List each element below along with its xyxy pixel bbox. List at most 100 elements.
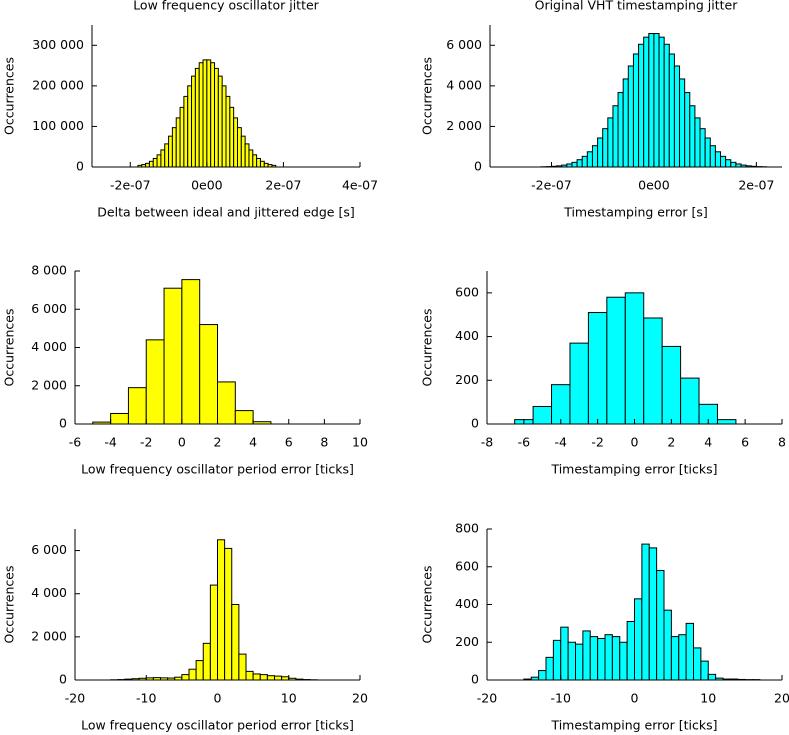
bar — [210, 62, 216, 168]
bar — [627, 65, 634, 168]
bar — [634, 598, 643, 681]
bar — [148, 160, 154, 168]
bar — [661, 345, 682, 425]
y-tick-label: 2 000 — [31, 377, 67, 392]
bar — [617, 92, 624, 168]
y-tick-label: 8 000 — [31, 263, 67, 278]
bar — [191, 75, 196, 168]
y-tick-label: 0 — [76, 159, 84, 174]
y-tick-label: 600 — [455, 284, 479, 299]
bar — [221, 85, 227, 168]
bar — [187, 85, 193, 168]
bar — [607, 117, 614, 168]
x-tick-label: -2e-07 — [110, 178, 151, 193]
x-tick-label: 20 — [352, 691, 368, 706]
bar — [707, 673, 717, 681]
bar — [694, 117, 701, 168]
bar — [198, 62, 204, 168]
bar — [641, 543, 650, 681]
x-tick-label: 0e00 — [191, 178, 223, 193]
bar — [581, 155, 588, 168]
y-tick-label: 2 000 — [31, 628, 67, 643]
bar — [188, 668, 197, 681]
x-tick-label: 4e-07 — [342, 178, 378, 193]
panel-title: Low frequency oscillator jitter — [133, 0, 319, 13]
bar — [680, 377, 700, 425]
bar — [602, 128, 609, 168]
bar — [663, 609, 672, 681]
bar — [195, 660, 204, 681]
bar — [638, 43, 645, 168]
x-tick-label: -10 — [551, 691, 571, 706]
bar — [575, 643, 584, 681]
bar — [678, 634, 687, 681]
bar — [248, 149, 254, 168]
x-tick-label: 0 — [178, 435, 186, 450]
x-tick-label: -6 — [69, 435, 82, 450]
y-tick-label: 600 — [455, 558, 479, 573]
y-tick-label: 6 000 — [31, 301, 67, 316]
x-tick-label: 2e-07 — [738, 178, 774, 193]
y-tick-label: 300 000 — [32, 37, 84, 52]
y-tick-label: 0 — [471, 416, 479, 431]
x-axis-label: Timestamping error [ticks] — [550, 718, 717, 733]
y-tick-label: 100 000 — [32, 118, 84, 133]
bar — [202, 59, 208, 168]
bar — [229, 106, 235, 168]
bar — [274, 675, 283, 681]
y-tick-label: 800 — [455, 521, 479, 536]
y-tick-label: 2 000 — [446, 118, 482, 133]
bar — [670, 636, 680, 681]
bar — [725, 159, 732, 168]
y-axis-label: Occurrences — [2, 57, 17, 135]
bar — [145, 162, 150, 168]
bar — [656, 570, 665, 681]
bar — [699, 128, 706, 168]
bar — [648, 547, 658, 681]
x-tick-label: 6 — [285, 435, 293, 450]
bar — [236, 127, 242, 168]
x-tick-label: -10 — [136, 691, 156, 706]
x-tick-label: -2 — [140, 435, 152, 450]
y-tick-label: 200 — [455, 372, 479, 387]
bar — [689, 105, 696, 168]
y-axis-label: Occurrences — [2, 566, 17, 644]
bar — [252, 154, 258, 168]
bar — [209, 584, 218, 681]
x-tick-label: 10 — [281, 691, 297, 706]
bar — [214, 67, 219, 168]
bar — [648, 33, 655, 168]
x-tick-label: -20 — [65, 691, 85, 706]
y-tick-label: 200 — [455, 634, 479, 649]
bar — [576, 159, 583, 168]
bar — [175, 117, 181, 168]
x-tick-label: 10 — [352, 435, 368, 450]
bar — [259, 674, 268, 681]
bar — [538, 670, 547, 681]
y-tick-label: 4 000 — [31, 339, 67, 354]
x-tick-label: 0 — [631, 435, 639, 450]
bar — [624, 292, 645, 425]
bar — [217, 539, 226, 681]
bar — [569, 342, 589, 425]
x-tick-label: 8 — [320, 435, 328, 450]
y-axis-label: Occurrences — [420, 57, 435, 135]
x-tick-label: 8 — [778, 435, 786, 450]
bar — [217, 75, 223, 168]
bar — [233, 117, 238, 168]
bar — [171, 127, 177, 168]
x-tick-label: 2 — [667, 435, 675, 450]
bar — [679, 78, 686, 168]
bar — [152, 157, 158, 168]
bar — [145, 339, 165, 425]
bar — [582, 630, 591, 681]
bar — [658, 36, 665, 168]
bar — [622, 78, 629, 168]
x-axis-label: Low frequency oscillator period error [t… — [81, 462, 354, 477]
bar — [663, 43, 670, 168]
bar — [604, 634, 613, 681]
bar — [110, 412, 129, 425]
bar — [589, 636, 599, 681]
bar — [626, 620, 635, 681]
